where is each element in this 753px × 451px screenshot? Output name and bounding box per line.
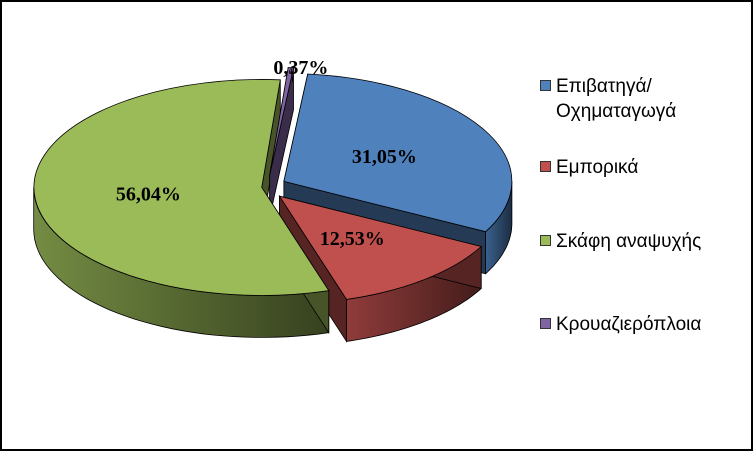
pie-labels: 31,05% 12,53% 56,04% 0,37% bbox=[116, 57, 417, 250]
data-label: 31,05% bbox=[352, 146, 417, 168]
legend-label: Κρουαζιερόπλοια bbox=[556, 314, 702, 335]
legend-swatch bbox=[540, 235, 551, 246]
pie-tops bbox=[33, 67, 513, 300]
legend-label: Εμπορικά bbox=[556, 157, 639, 178]
data-label: 12,53% bbox=[320, 228, 385, 250]
legend-swatch bbox=[540, 161, 551, 172]
legend-swatch bbox=[540, 80, 551, 91]
pie-slice bbox=[283, 73, 513, 233]
legend-label: Σκάφη αναψυχής bbox=[556, 231, 702, 252]
data-label: 0,37% bbox=[273, 57, 328, 79]
legend-label: Επιβατηγά/Οχηματαγωγά bbox=[556, 76, 677, 122]
leader-line bbox=[290, 67, 294, 83]
data-label: 56,04% bbox=[116, 183, 181, 205]
pie-slice bbox=[278, 195, 483, 300]
legend-swatch bbox=[540, 318, 551, 329]
pie-slice bbox=[33, 79, 330, 296]
